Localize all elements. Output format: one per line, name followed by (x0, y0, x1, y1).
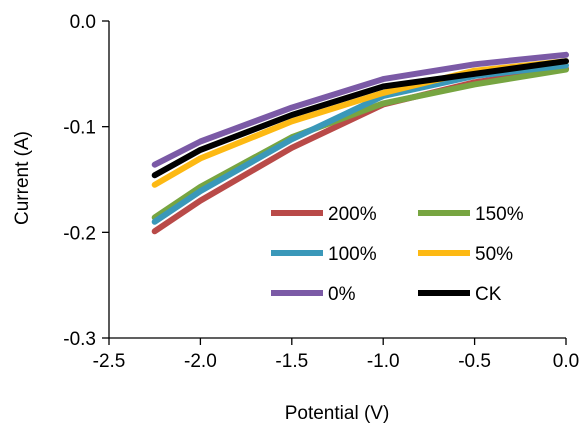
y-tick-label: -0.3 (63, 329, 96, 350)
x-tick-label: -1.5 (275, 351, 308, 372)
y-tick-label: -0.2 (63, 223, 96, 244)
series-layer (151, 51, 569, 235)
legend-label-4: 0% (328, 284, 356, 305)
ticks-layer: -2.5 -2.0 -1.5 -1.0 -0.5 0.0 0.0 -0.1 -0.2 -0.3 (63, 12, 579, 372)
x-axis-title: Potential (V) (285, 403, 390, 424)
x-tick-label: -1.0 (367, 351, 400, 372)
legend-label-0: 200% (328, 204, 377, 225)
y-tick-label: 0.0 (70, 12, 96, 33)
legend: 200% 150% 100% 50% 0% CK (271, 204, 524, 305)
y-tick-label: -0.1 (63, 118, 96, 139)
legend-label-3: 50% (475, 244, 513, 265)
legend-label-5: CK (475, 284, 502, 305)
y-axis-title: Current (A) (12, 131, 33, 225)
x-tick-label: -2.0 (184, 351, 217, 372)
legend-label-2: 100% (328, 244, 377, 265)
axes-layer (108, 21, 566, 339)
series-line-5 (151, 58, 569, 179)
x-tick-label: -2.5 (93, 351, 126, 372)
x-tick-label: -0.5 (458, 351, 491, 372)
series-line-4 (151, 51, 569, 168)
legend-label-1: 150% (475, 204, 524, 225)
x-tick-label: 0.0 (553, 351, 579, 372)
